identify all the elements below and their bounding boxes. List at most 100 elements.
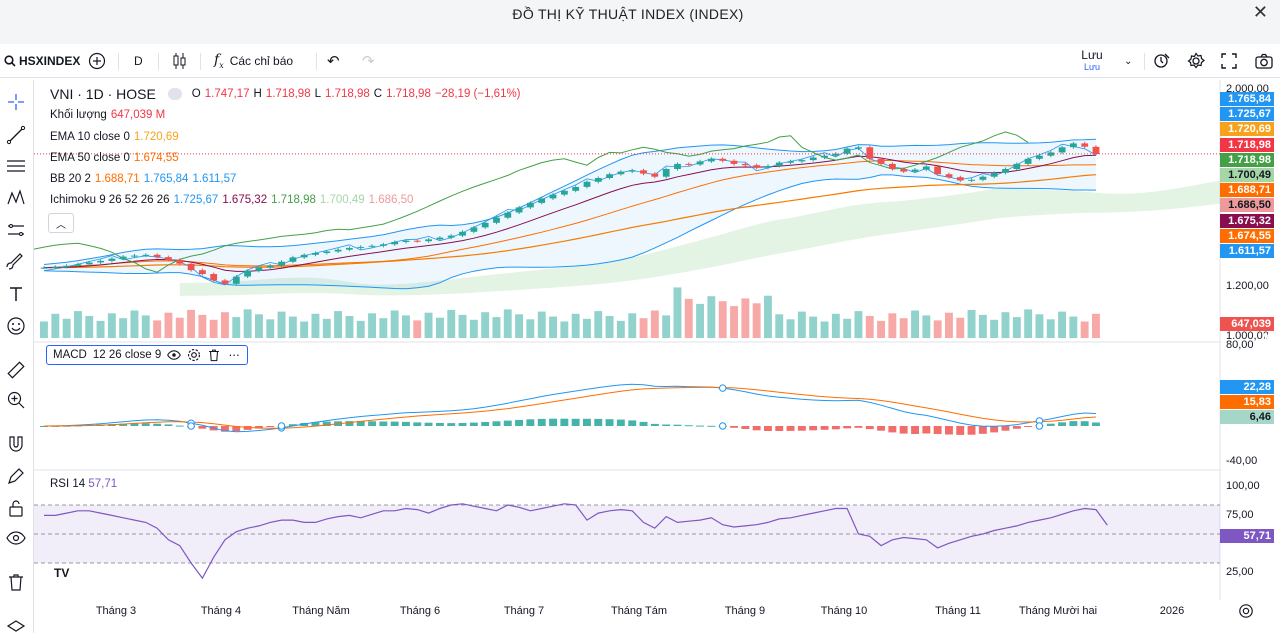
zero-cross-marker <box>719 422 727 430</box>
volume-bar <box>797 311 806 338</box>
interval-button[interactable]: D <box>134 44 143 78</box>
magnet-tool[interactable] <box>4 432 28 456</box>
price-tick: 1.000,00 <box>1226 330 1269 342</box>
ichimoku-row[interactable]: Ichimoku 9 26 52 26 26 1.725,67 1.675,32… <box>50 190 521 211</box>
candles-icon <box>173 53 186 69</box>
trendline-icon <box>6 125 26 145</box>
save-button[interactable]: Lưu Lưu <box>1073 49 1111 72</box>
visibility-tool[interactable] <box>4 526 28 550</box>
settings-button[interactable] <box>1187 44 1205 78</box>
tradingview-logo[interactable]: TV <box>54 566 82 584</box>
macd-legend[interactable]: MACD 12 26 close 9 ⋯ <box>46 345 249 365</box>
candle-body <box>380 244 387 246</box>
macd-histogram-bar <box>854 426 863 428</box>
macd-histogram-bar <box>436 423 444 426</box>
candle-body <box>877 158 885 164</box>
lock-tool[interactable] <box>4 496 28 520</box>
volume-bar <box>503 309 512 338</box>
redo-button[interactable]: ↷ <box>362 44 375 78</box>
stay-drawing-tool[interactable] <box>4 464 28 488</box>
crosshair-tool[interactable] <box>4 90 28 114</box>
volume-bar <box>933 320 942 338</box>
volume-bar <box>707 296 716 338</box>
histogram-pill: 6,46 <box>1220 410 1274 424</box>
pattern-tool[interactable] <box>4 186 28 210</box>
text-icon <box>10 287 22 301</box>
chart-type-button[interactable] <box>172 44 188 78</box>
macd-histogram-bar <box>888 426 897 433</box>
object-tree-tool[interactable] <box>4 616 28 640</box>
volume-bar <box>356 320 365 338</box>
macd-histogram-bar <box>922 426 931 434</box>
alert-clock-icon <box>1154 53 1170 68</box>
window-title: ĐỒ THỊ KỸ THUẬT INDEX (INDEX) <box>512 6 744 22</box>
candle-body <box>798 160 806 162</box>
volume-row[interactable]: Khối lượng 647,039 M <box>50 105 521 126</box>
macd-histogram-bar <box>1080 421 1089 426</box>
axis-settings-button[interactable] <box>1238 603 1254 624</box>
candle-body <box>674 163 681 169</box>
bb-row[interactable]: BB 20 2 1.688,71 1.765,84 1.611,57 <box>50 169 521 190</box>
macd-histogram-bar <box>402 421 410 426</box>
macd-line <box>43 383 1097 433</box>
candle-body <box>221 280 229 284</box>
volume-bar <box>616 320 625 338</box>
macd-histogram-bar <box>255 426 263 429</box>
candle-body <box>131 255 138 257</box>
ema10-value: 1.720,69 <box>133 130 179 143</box>
macd-histogram-bar <box>730 426 738 428</box>
snapshot-button[interactable] <box>1255 44 1273 78</box>
trash-icon[interactable] <box>207 348 221 362</box>
brush-tool[interactable] <box>4 250 28 274</box>
volume-bar <box>1058 311 1066 338</box>
ema10-row[interactable]: EMA 10 close 0 1.720,69 <box>50 127 521 148</box>
fullscreen-button[interactable] <box>1221 44 1237 78</box>
text-tool[interactable] <box>4 282 28 306</box>
more-icon[interactable]: ⋯ <box>228 350 241 362</box>
high-label: H <box>253 88 262 100</box>
eye-icon[interactable] <box>167 348 182 362</box>
macd-histogram-bar <box>764 426 772 431</box>
volume-bar <box>1080 321 1089 338</box>
candle-body <box>1047 152 1055 156</box>
macd-histogram-bar <box>978 426 987 434</box>
delete-tool[interactable] <box>4 570 28 594</box>
volume-bar <box>990 319 999 338</box>
candle-body <box>821 155 828 158</box>
rsi-value: 57,71 <box>88 478 118 490</box>
volume-bar <box>1069 316 1078 339</box>
legend-dot-icon[interactable] <box>167 88 182 100</box>
time-axis[interactable]: Tháng 3 Tháng 4 Tháng Năm Tháng 6 Tháng 7 Thá… <box>34 600 1220 624</box>
candle-body <box>968 179 975 181</box>
candle-body <box>866 147 874 159</box>
candle-body <box>583 181 591 187</box>
measure-tool[interactable] <box>4 358 28 382</box>
projection-tool[interactable] <box>4 218 28 242</box>
volume-bar <box>85 316 94 338</box>
legend-collapse-button[interactable]: ︿ <box>48 213 74 233</box>
candle-body <box>956 177 964 181</box>
volume-bar <box>379 318 388 338</box>
macd-histogram-bar <box>1012 426 1021 429</box>
time-tick-label: Tháng Mười hai <box>1018 605 1098 617</box>
emoji-tool[interactable] <box>4 314 28 338</box>
zoom-tool[interactable] <box>4 388 28 412</box>
undo-button[interactable]: ↶ <box>327 44 340 78</box>
fx-icon: fx <box>214 52 224 70</box>
add-symbol-button[interactable] <box>88 44 106 78</box>
rsi-legend[interactable]: RSI 14 57,71 <box>50 478 117 490</box>
trendline-tool[interactable] <box>4 123 28 147</box>
candle-body <box>730 160 738 164</box>
save-dropdown[interactable]: ⌄ <box>1124 44 1132 78</box>
symbol-search-button[interactable]: HSXINDEX <box>4 44 80 78</box>
indicators-button[interactable]: fx Các chỉ báo <box>214 44 293 78</box>
alert-button[interactable] <box>1153 44 1171 78</box>
gear-icon[interactable] <box>187 348 201 362</box>
volume-bar <box>696 303 704 338</box>
ema50-row[interactable]: EMA 50 close 0 1.674,55 <box>50 148 521 169</box>
fib-tool[interactable] <box>4 154 28 178</box>
macd-histogram-bar <box>368 421 376 426</box>
brush-icon <box>6 253 23 270</box>
close-icon[interactable]: ✕ <box>1252 2 1268 22</box>
volume-bar <box>130 310 139 338</box>
